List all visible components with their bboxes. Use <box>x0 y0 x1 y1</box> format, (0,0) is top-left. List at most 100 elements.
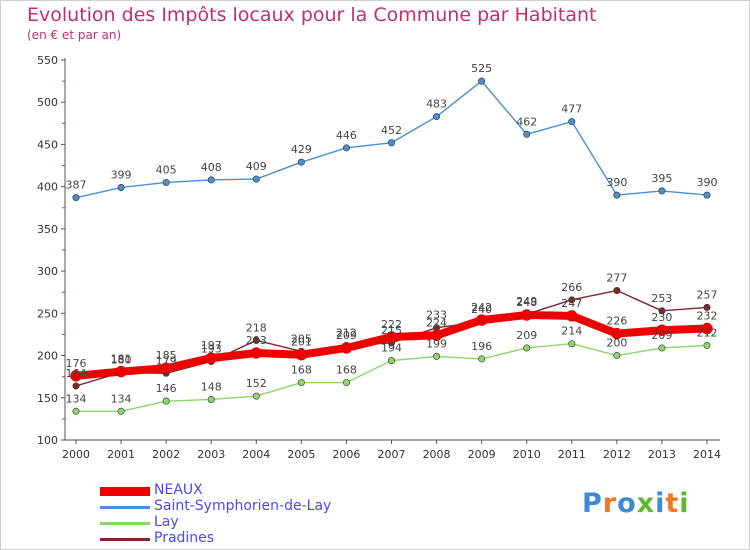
data-point-0 <box>430 329 443 342</box>
data-point-0 <box>295 348 308 361</box>
x-tick-label: 2010 <box>513 448 541 461</box>
data-label: 201 <box>291 336 312 349</box>
data-label: 164 <box>66 367 87 380</box>
data-point-1 <box>117 184 125 192</box>
data-point-2 <box>72 407 80 415</box>
data-label: 199 <box>426 337 447 350</box>
data-point-0 <box>160 362 172 374</box>
data-label: 134 <box>66 392 87 405</box>
x-tick-label: 2014 <box>693 448 721 461</box>
data-point-1 <box>478 77 486 85</box>
data-point-2 <box>478 355 486 363</box>
data-point-0 <box>250 347 263 359</box>
data-label: 429 <box>291 143 312 156</box>
y-tick-label: 150 <box>37 392 58 405</box>
x-tick-label: 2003 <box>197 448 225 461</box>
x-tick-label: 2008 <box>423 448 451 461</box>
data-point-1 <box>207 176 215 184</box>
data-label: 209 <box>336 329 357 342</box>
data-label: 168 <box>336 364 357 377</box>
y-tick-label: 400 <box>37 181 58 194</box>
data-point-1 <box>72 194 80 202</box>
data-point-3 <box>613 287 621 295</box>
data-point-0 <box>475 314 488 326</box>
legend-swatch-lay <box>100 522 150 525</box>
x-tick-label: 2012 <box>603 448 631 461</box>
data-point-1 <box>433 113 441 121</box>
data-label: 247 <box>561 297 582 310</box>
data-label: 152 <box>246 377 267 390</box>
data-label: 181 <box>111 353 132 366</box>
data-label: 222 <box>381 318 402 331</box>
data-point-3 <box>252 336 260 344</box>
data-point-0 <box>566 310 578 322</box>
data-label: 209 <box>516 329 537 342</box>
logo-letter: o <box>617 488 637 519</box>
data-point-3 <box>658 307 666 315</box>
x-tick-label: 2002 <box>152 448 180 461</box>
line-chart: 100 150 200 250 300 350 400 450 500 550 2000 2001 20… <box>37 54 721 461</box>
data-point-1 <box>703 191 711 199</box>
data-point-2 <box>342 379 350 387</box>
x-tick-label: 2001 <box>107 448 135 461</box>
y-tick-label: 100 <box>37 434 58 447</box>
legend-label-lay: Lay <box>154 514 179 530</box>
legend-label-pradines: Pradines <box>154 530 215 546</box>
data-label: 193 <box>201 342 222 355</box>
data-label: 409 <box>246 160 267 173</box>
data-point-0 <box>701 322 713 335</box>
data-label: 477 <box>561 103 582 116</box>
data-label: 205 <box>291 332 312 345</box>
data-label: 212 <box>336 326 357 339</box>
data-label: 253 <box>651 292 672 305</box>
data-point-2 <box>297 379 305 387</box>
x-tick-label: 2011 <box>558 448 586 461</box>
data-point-1 <box>523 130 531 138</box>
legend-swatch-pradines <box>100 538 150 541</box>
logo-letter: P <box>582 488 603 519</box>
data-label: 196 <box>471 340 492 353</box>
data-point-2 <box>117 407 125 415</box>
data-label: 405 <box>156 163 177 176</box>
data-label: 240 <box>471 303 492 316</box>
data-label: 200 <box>606 337 627 350</box>
legend-label-saint-symphorien: Saint-Symphorien-de-Lay <box>154 498 332 514</box>
data-point-1 <box>387 139 395 147</box>
logo-letter: i <box>655 488 666 519</box>
data-point-0 <box>340 342 353 354</box>
data-label: 209 <box>651 329 672 342</box>
x-tick-label: 2006 <box>332 448 360 461</box>
data-label: 387 <box>66 179 87 192</box>
legend-swatch-neaux <box>100 487 150 496</box>
x-tick-label: 2013 <box>648 448 676 461</box>
data-label: 249 <box>516 295 537 308</box>
data-label: 242 <box>471 301 492 314</box>
data-point-2 <box>613 352 621 360</box>
logo-letter: r <box>602 488 618 519</box>
x-tick-label: 2000 <box>62 448 90 461</box>
data-point-1 <box>297 158 305 166</box>
data-point-2 <box>207 395 215 403</box>
data-point-0 <box>115 365 127 378</box>
data-label: 483 <box>426 98 447 111</box>
data-label: 408 <box>201 161 222 174</box>
data-label: 148 <box>201 380 222 393</box>
data-point-0 <box>70 370 82 382</box>
proxiti-logo: Proxiti <box>582 488 690 519</box>
data-point-1 <box>252 175 260 183</box>
data-label: 277 <box>606 272 627 285</box>
data-point-1 <box>658 187 666 195</box>
data-label: 194 <box>381 342 402 355</box>
y-tick-label: 550 <box>37 54 58 67</box>
data-point-0 <box>385 331 398 343</box>
data-label: 452 <box>381 124 402 137</box>
y-tick-label: 350 <box>37 223 58 236</box>
data-point-2 <box>703 341 711 349</box>
data-point-2 <box>252 392 260 400</box>
data-label: 446 <box>336 129 357 142</box>
x-tick-label: 2005 <box>287 448 315 461</box>
data-label: 214 <box>561 325 582 338</box>
data-point-0 <box>656 324 668 336</box>
data-label: 218 <box>246 321 267 334</box>
